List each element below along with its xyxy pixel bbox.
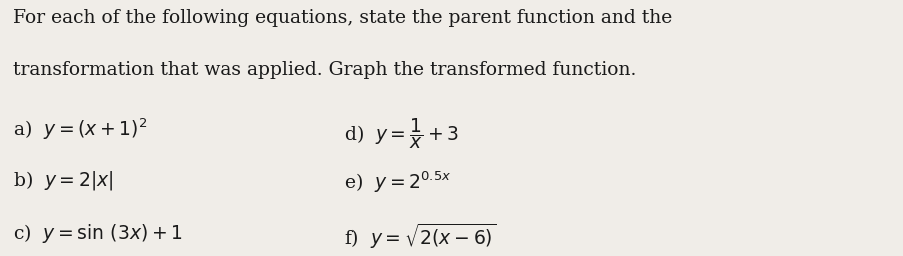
Text: $\mathregular{b)}$  $y = 2|x|$: $\mathregular{b)}$ $y = 2|x|$ [13, 169, 114, 192]
Text: $\mathregular{a)}$  $y = (x + 1)^2$: $\mathregular{a)}$ $y = (x + 1)^2$ [13, 116, 147, 142]
Text: $\mathregular{f)}$  $y = \sqrt{2(x - 6)}$: $\mathregular{f)}$ $y = \sqrt{2(x - 6)}$ [343, 222, 496, 251]
Text: $\mathregular{e)}$  $y = 2^{0.5x}$: $\mathregular{e)}$ $y = 2^{0.5x}$ [343, 169, 451, 195]
Text: transformation that was applied. Graph the transformed function.: transformation that was applied. Graph t… [13, 61, 636, 79]
Text: $\mathregular{c)}$  $y = \sin\,(3x) + 1$: $\mathregular{c)}$ $y = \sin\,(3x) + 1$ [13, 222, 182, 245]
Text: $\mathregular{d)}$  $y = \dfrac{1}{x} + 3$: $\mathregular{d)}$ $y = \dfrac{1}{x} + 3… [343, 116, 459, 151]
Text: For each of the following equations, state the parent function and the: For each of the following equations, sta… [13, 9, 672, 27]
